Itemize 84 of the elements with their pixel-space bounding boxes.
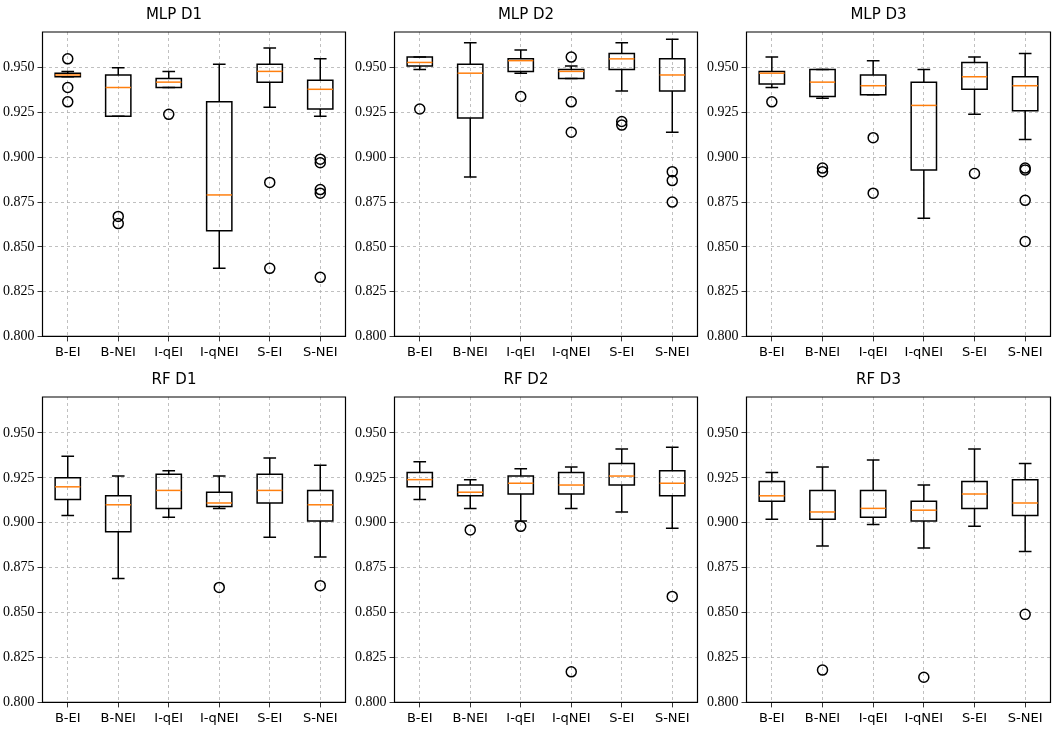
x-tick-label: S-NEI [1007, 709, 1043, 725]
x-tick-label: I-qEI [154, 709, 184, 725]
y-tick-label: 0.900 [355, 149, 387, 165]
x-tick-label: S-NEI [302, 343, 338, 359]
y-tick-label: 0.825 [707, 283, 739, 299]
x-tick-label: B-NEI [804, 709, 841, 725]
chart-title: RF D3 [856, 369, 901, 388]
x-tick-label: B-EI [759, 709, 785, 725]
x-tick-label: I-qEI [506, 709, 536, 725]
y-tick-label: 0.875 [3, 559, 35, 575]
x-tick-label: B-NEI [804, 343, 841, 359]
y-tick-label: 0.950 [355, 424, 387, 440]
y-tick-label: 0.925 [707, 469, 739, 485]
x-tick-label: B-NEI [100, 709, 136, 725]
y-tick-label: 0.850 [3, 238, 35, 254]
y-tick-label: 0.825 [3, 283, 35, 299]
x-tick-label: B-EI [54, 709, 81, 725]
x-tick-label: B-EI [406, 343, 433, 359]
y-tick-label: 0.825 [707, 649, 739, 665]
y-tick-label: 0.900 [707, 149, 739, 165]
y-tick-label: 0.800 [3, 694, 35, 710]
y-tick-label: 0.875 [707, 559, 739, 575]
y-tick-label: 0.925 [707, 104, 739, 120]
x-tick-label: I-qNEI [551, 709, 591, 725]
y-tick-label: 0.950 [3, 59, 35, 75]
x-tick-label: I-qEI [154, 343, 184, 359]
y-tick-label: 0.800 [355, 694, 387, 710]
y-tick-label: 0.950 [707, 59, 739, 75]
x-tick-label: I-qEI [858, 709, 888, 725]
chart-title: MLP D2 [497, 4, 555, 23]
x-tick-label: S-EI [257, 343, 283, 359]
x-tick-label: B-NEI [452, 343, 488, 359]
y-tick-label: 0.900 [355, 514, 387, 530]
y-tick-label: 0.850 [3, 604, 35, 620]
x-tick-label: I-qNEI [199, 709, 239, 725]
y-tick-label: 0.825 [355, 283, 387, 299]
y-tick-label: 0.950 [707, 424, 739, 440]
y-tick-label: 0.850 [355, 604, 387, 620]
y-tick-label: 0.950 [3, 424, 35, 440]
y-tick-label: 0.925 [3, 104, 35, 120]
x-tick-label: S-NEI [654, 343, 690, 359]
y-tick-label: 0.850 [355, 238, 387, 254]
x-tick-label: I-qNEI [904, 709, 944, 725]
y-tick-label: 0.850 [707, 604, 739, 620]
y-tick-label: 0.800 [707, 694, 739, 710]
y-tick-label: 0.875 [3, 193, 35, 209]
x-tick-label: B-EI [759, 343, 785, 359]
x-tick-label: I-qEI [858, 343, 888, 359]
y-tick-label: 0.900 [3, 149, 35, 165]
y-tick-label: 0.875 [355, 559, 387, 575]
y-tick-label: 0.925 [355, 469, 387, 485]
y-tick-label: 0.875 [707, 193, 739, 209]
y-tick-label: 0.925 [355, 104, 387, 120]
x-tick-label: I-qEI [506, 343, 536, 359]
y-tick-label: 0.825 [355, 649, 387, 665]
y-tick-label: 0.850 [707, 238, 739, 254]
x-tick-label: B-EI [406, 709, 433, 725]
x-tick-label: B-EI [54, 343, 81, 359]
y-tick-label: 0.800 [355, 328, 387, 344]
x-tick-label: B-NEI [100, 343, 136, 359]
y-tick-label: 0.900 [3, 514, 35, 530]
y-tick-label: 0.900 [707, 514, 739, 530]
x-tick-label: S-EI [609, 343, 635, 359]
y-tick-label: 0.825 [3, 649, 35, 665]
chart-title: MLP D1 [145, 4, 203, 23]
y-tick-label: 0.800 [3, 328, 35, 344]
chart-title: RF D1 [151, 369, 197, 388]
x-tick-label: I-qNEI [199, 343, 239, 359]
x-tick-label: S-EI [962, 343, 987, 359]
x-tick-label: S-NEI [654, 709, 690, 725]
x-tick-label: S-EI [257, 709, 283, 725]
y-tick-label: 0.950 [355, 59, 387, 75]
x-tick-label: S-NEI [302, 709, 338, 725]
x-tick-label: S-NEI [1007, 343, 1043, 359]
chart-title: MLP D3 [850, 4, 907, 23]
x-tick-label: S-EI [962, 709, 987, 725]
chart-title: RF D2 [503, 369, 549, 388]
y-tick-label: 0.925 [3, 469, 35, 485]
x-tick-label: S-EI [609, 709, 635, 725]
y-tick-label: 0.800 [707, 328, 739, 344]
x-tick-label: B-NEI [452, 709, 488, 725]
y-tick-label: 0.875 [355, 193, 387, 209]
x-tick-label: I-qNEI [551, 343, 591, 359]
x-tick-label: I-qNEI [904, 343, 944, 359]
